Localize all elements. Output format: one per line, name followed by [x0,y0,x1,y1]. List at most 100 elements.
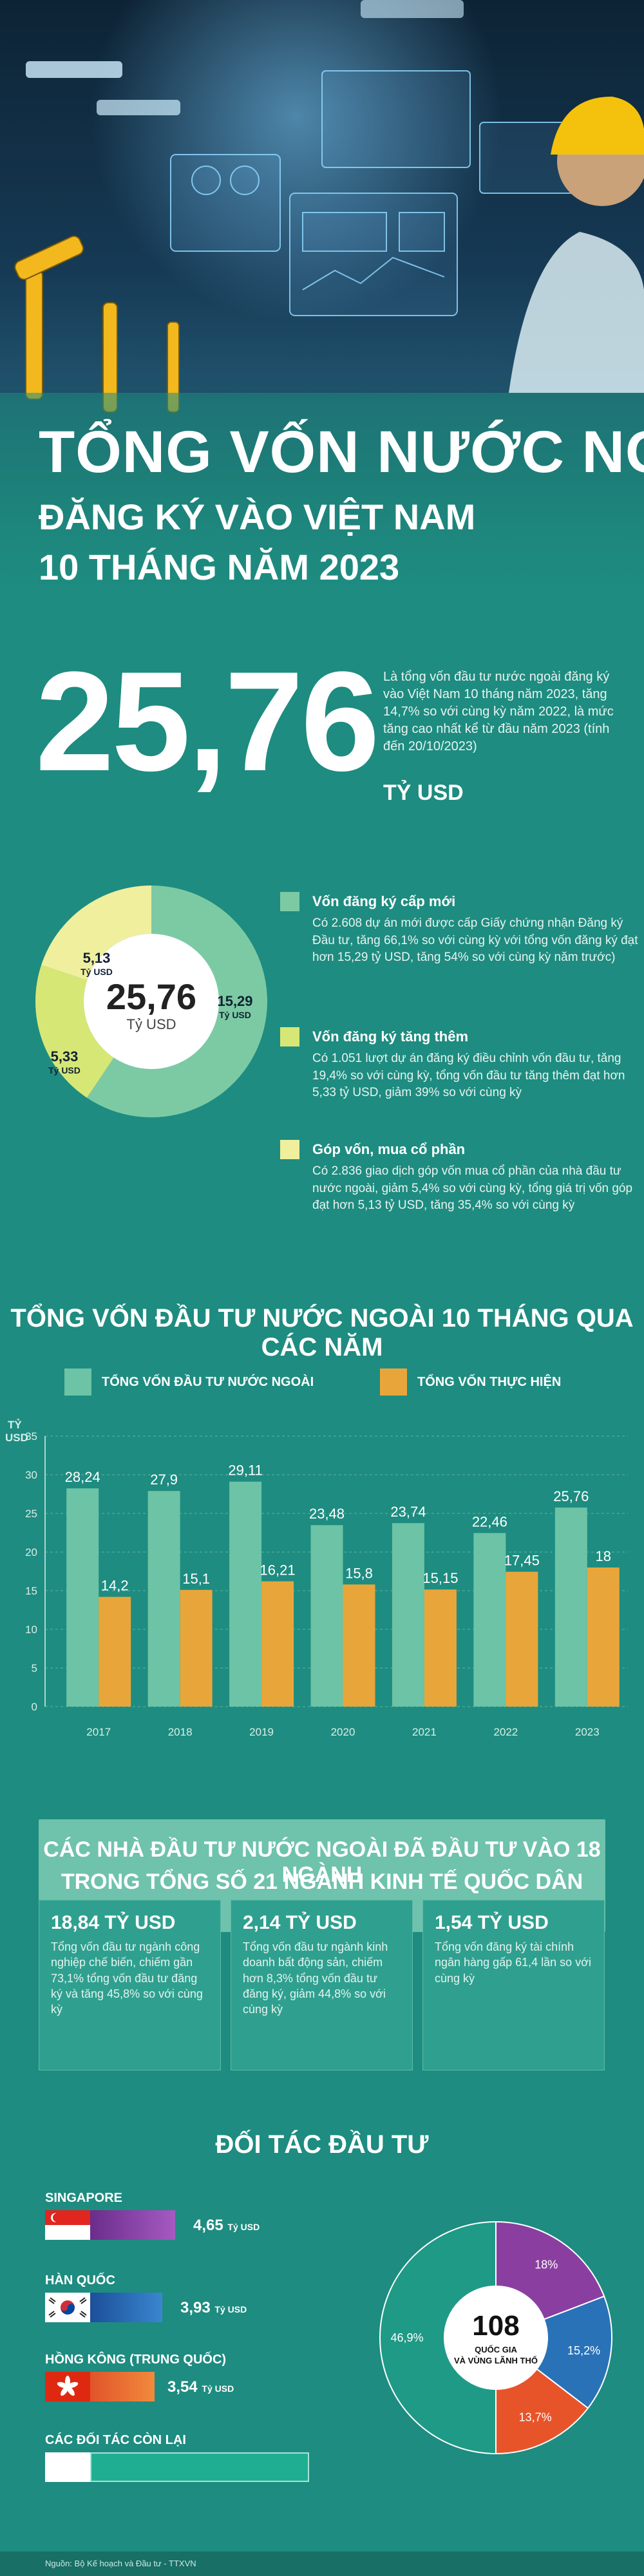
chart-title: TỔNG VỐN ĐẦU TƯ NƯỚC NGOÀI 10 THÁNG QUA … [10,1304,634,1361]
sector-value: 2,14 TỶ USD [243,1912,357,1933]
bar-value-label: 15,8 [345,1565,373,1581]
singapore-flag-icon [45,2210,90,2240]
bar-disbursed-2019 [261,1581,294,1707]
legend-label-fdi: TỔNG VỐN ĐẦU TƯ NƯỚC NGOÀI [102,1375,314,1389]
sectors-heading-line2: TRONG TỔNG SỐ 21 NGÀNH KINH TẾ QUỐC DÂN [61,1870,583,1894]
source-credit: Nguồn: Bộ Kế hoạch và Đầu tư - TTXVN [45,2559,196,2568]
factory-illustration [14,0,644,413]
partner-bar-singapore [90,2210,175,2240]
x-tick-label: 2019 [249,1726,274,1738]
partner-pie-label: 18% [535,2258,558,2271]
partner-pie-label: 13,7% [519,2411,552,2424]
y-tick-label: 35 [25,1430,37,1443]
bar-disbursed-2023 [587,1567,620,1707]
bar-fdi-2021 [392,1523,424,1707]
bar-fdi-2019 [229,1481,262,1707]
legend-swatch [280,1027,299,1046]
sector-description: Tổng vốn đầu tư ngành công nghiệp chế bi… [51,1940,203,2016]
korea-flag-icon [45,2293,90,2322]
bar-value-label: 17,45 [504,1553,540,1569]
sectors-heading-line1: CÁC NHÀ ĐẦU TƯ NƯỚC NGOÀI ĐÃ ĐẦU TƯ VÀO … [43,1837,601,1887]
bar-value-label: 18 [596,1548,611,1564]
partner-pie-hole [444,2286,547,2389]
x-tick-label: 2018 [168,1726,193,1738]
legend-description: Có 2.608 dự án mới được cấp Giấy chứng n… [312,916,638,965]
bar-value-label: 23,48 [309,1506,345,1522]
partner-name-singapore: SINGAPORE [45,2191,123,2205]
bar-value-label: 22,46 [472,1513,507,1530]
sector-box-real-estate: 2,14 TỶ USD Tổng vốn đầu tư ngành kinh d… [231,1900,413,2070]
sector-description: Tổng vốn đầu tư ngành kinh doanh bất độn… [243,1940,388,2016]
x-tick-label: 2023 [575,1726,600,1738]
legend-swatch-fdi [64,1368,91,1396]
legend-title: Góp vốn, mua cổ phần [312,1141,466,1157]
bar-value-label: 15,1 [182,1571,210,1587]
y-tick-label: 5 [32,1662,37,1674]
partner-name-others: CÁC ĐỐI TÁC CÒN LẠI [45,2433,186,2447]
legend-description: Có 2.836 giao dịch góp vốn mua cổ phần c… [312,1164,633,1213]
legend-swatch [280,892,299,911]
x-tick-label: 2020 [331,1726,355,1738]
bar-disbursed-2017 [99,1596,131,1707]
legend-label-disbursed: TỔNG VỐN THỰC HIỆN [417,1375,562,1389]
legend-description: Có 1.051 lượt dự án đăng ký điều chỉnh v… [312,1052,625,1100]
donut-hole [84,934,219,1069]
y-tick-label: 30 [25,1469,37,1481]
partner-value-korea: 3,93 Tỷ USD [180,2299,247,2317]
bar-disbursed-2020 [343,1584,375,1707]
bar-fdi-2022 [473,1533,506,1707]
y-axis-title-line1: TỶ [8,1419,22,1431]
total-value: 25,76 [35,642,380,800]
y-tick-label: 25 [25,1508,37,1520]
partner-bar-others [90,2452,309,2482]
value-unit: Tỷ USD [214,2304,247,2315]
partner-value-hongkong: 3,54 Tỷ USD [167,2378,234,2396]
total-description: Là tổng vốn đầu tư nước ngoài đăng ký và… [383,670,614,753]
sector-value: 1,54 TỶ USD [435,1912,549,1933]
partner-bar-korea [90,2293,162,2322]
hongkong-flag-icon [45,2372,90,2401]
bar-fdi-2023 [554,1507,587,1707]
bar-fdi-2017 [66,1488,99,1707]
donut-slice-2 [41,886,151,981]
total-unit: TỶ USD [383,781,464,805]
donut-slice-1 [35,965,114,1098]
partner-pie-label: 46,9% [390,2331,423,2344]
bar-value-label: 16,21 [260,1562,296,1578]
fdi-bar-chart: TỶ USD 0 5 10 15 20 25 30 35 28,24 14,2 2017 27,9 15,1… [5,1419,628,1738]
value-text: 4,65 [193,2217,223,2234]
legend-title: Vốn đăng ký tăng thêm [312,1028,469,1045]
y-tick-label: 10 [25,1624,37,1636]
sector-box-finance: 1,54 TỶ USD Tổng vốn đăng ký tài chính n… [422,1900,605,2070]
bar-fdi-2020 [310,1525,343,1707]
hero-banner: TỔNG VỐN NƯỚC NGOÀI ĐĂNG KÝ VÀO VIỆT NAM… [0,0,644,602]
x-tick-label: 2017 [86,1726,111,1738]
partner-share-pie: 18% 15,2% 13,7% 46,9% [379,2221,612,2455]
partners-title: ĐỐI TÁC ĐẦU TƯ [215,2130,429,2159]
bar-value-label: 28,24 [65,1469,100,1485]
bar-value-label: 14,2 [101,1578,129,1594]
value-unit: Tỷ USD [227,2222,260,2232]
partner-name-korea: HÀN QUỐC [45,2273,115,2287]
value-unit: Tỷ USD [202,2383,234,2394]
partner-name-hongkong: HỒNG KÔNG (TRUNG QUỐC) [45,2353,227,2367]
bar-disbursed-2022 [506,1571,538,1707]
value-text: 3,54 [167,2378,198,2396]
bar-value-label: 27,9 [150,1472,178,1488]
bar-value-label: 25,76 [553,1488,589,1504]
others-swatch [45,2452,90,2482]
legend-swatch [280,1140,299,1159]
y-axis-title: TỶ USD [5,1419,28,1444]
breakdown-donut-chart [35,886,268,1117]
x-tick-label: 2022 [493,1726,518,1738]
y-axis-title-line2: USD [5,1432,28,1444]
bar-fdi-2018 [147,1491,180,1707]
bar-disbursed-2018 [180,1589,213,1707]
bar-value-label: 23,74 [390,1504,426,1520]
bar-value-label: 15,15 [422,1570,458,1586]
y-tick-label: 0 [32,1701,37,1713]
sector-description: Tổng vốn đăng ký tài chính ngân hàng gấp… [435,1940,591,1985]
sector-value: 18,84 TỶ USD [51,1912,176,1933]
page-subtitle: ĐĂNG KÝ VÀO VIỆT NAM [39,497,476,537]
x-tick-label: 2021 [412,1726,437,1738]
